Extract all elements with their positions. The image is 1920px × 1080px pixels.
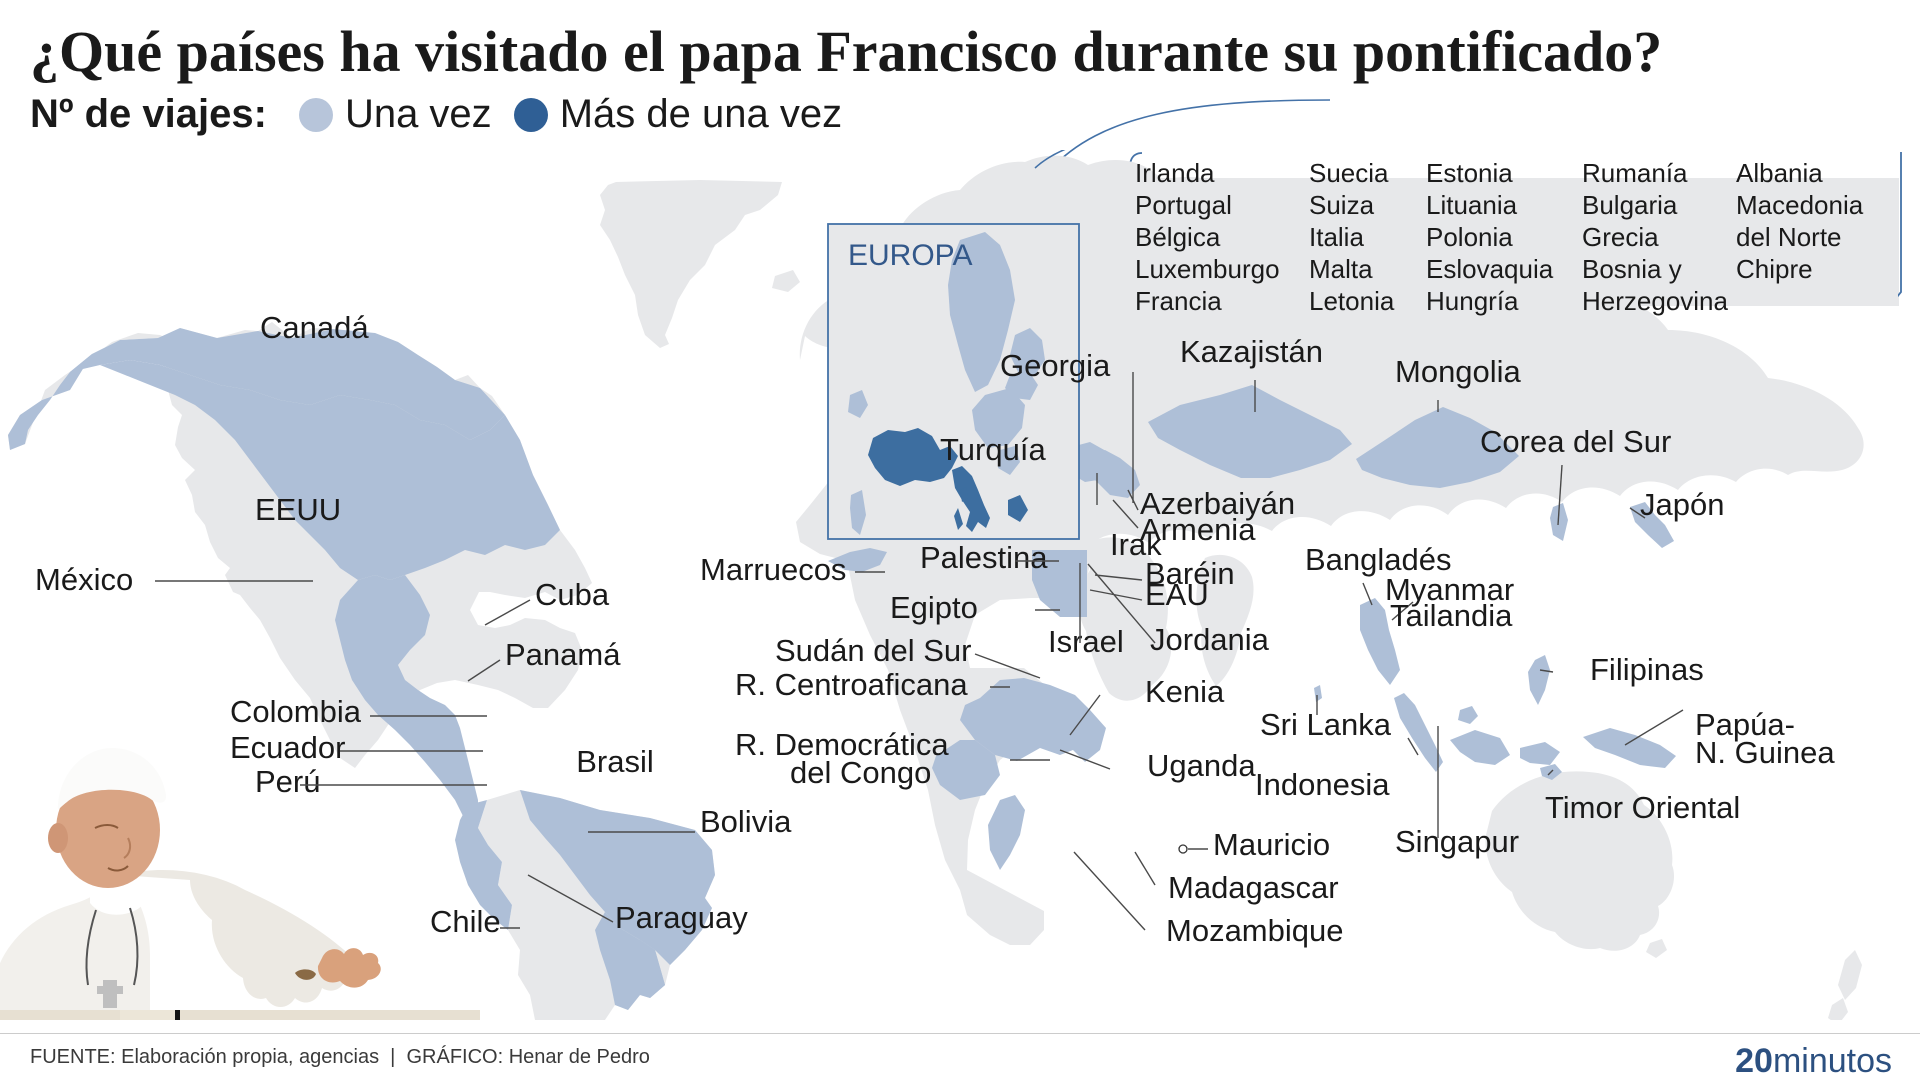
svg-text:Sudán del Sur: Sudán del Sur bbox=[775, 633, 971, 668]
svg-text:Georgia: Georgia bbox=[1000, 348, 1111, 383]
svg-text:Tailandia: Tailandia bbox=[1390, 598, 1513, 633]
svg-text:México: México bbox=[35, 562, 133, 597]
svg-text:Jordania: Jordania bbox=[1150, 622, 1270, 657]
svg-text:Mongolia: Mongolia bbox=[1395, 354, 1522, 389]
svg-text:Bolivia: Bolivia bbox=[700, 804, 792, 839]
svg-text:N. Guinea: N. Guinea bbox=[1695, 735, 1835, 770]
svg-text:Filipinas: Filipinas bbox=[1590, 652, 1704, 687]
svg-text:EAU: EAU bbox=[1145, 577, 1209, 612]
svg-text:Panamá: Panamá bbox=[505, 637, 621, 672]
svg-text:Cuba: Cuba bbox=[535, 577, 610, 612]
svg-text:Mozambique: Mozambique bbox=[1166, 913, 1343, 948]
svg-text:EEUU: EEUU bbox=[255, 492, 341, 527]
svg-text:Mauricio: Mauricio bbox=[1213, 827, 1330, 862]
svg-text:Singapur: Singapur bbox=[1395, 824, 1519, 859]
svg-text:Egipto: Egipto bbox=[890, 590, 978, 625]
svg-text:Sri Lanka: Sri Lanka bbox=[1260, 707, 1392, 742]
svg-text:Turquía: Turquía bbox=[940, 432, 1046, 467]
svg-text:Kenia: Kenia bbox=[1145, 674, 1225, 709]
svg-text:del Congo: del Congo bbox=[790, 755, 931, 790]
svg-text:Japón: Japón bbox=[1640, 487, 1724, 522]
svg-text:Palestina: Palestina bbox=[920, 540, 1048, 575]
svg-text:Canadá: Canadá bbox=[260, 310, 369, 345]
svg-text:Indonesia: Indonesia bbox=[1255, 767, 1390, 802]
svg-text:R. Centroaficana: R. Centroaficana bbox=[735, 667, 968, 702]
svg-text:Uganda: Uganda bbox=[1147, 748, 1256, 783]
svg-text:Israel: Israel bbox=[1048, 624, 1124, 659]
svg-text:Corea del Sur: Corea del Sur bbox=[1480, 424, 1671, 459]
svg-text:Kazajistán: Kazajistán bbox=[1180, 334, 1323, 369]
svg-text:Paraguay: Paraguay bbox=[615, 900, 748, 935]
svg-text:Marruecos: Marruecos bbox=[700, 552, 846, 587]
svg-text:Brasil: Brasil bbox=[576, 744, 654, 779]
svg-text:Madagascar: Madagascar bbox=[1168, 870, 1339, 905]
svg-text:Timor Oriental: Timor Oriental bbox=[1545, 790, 1740, 825]
